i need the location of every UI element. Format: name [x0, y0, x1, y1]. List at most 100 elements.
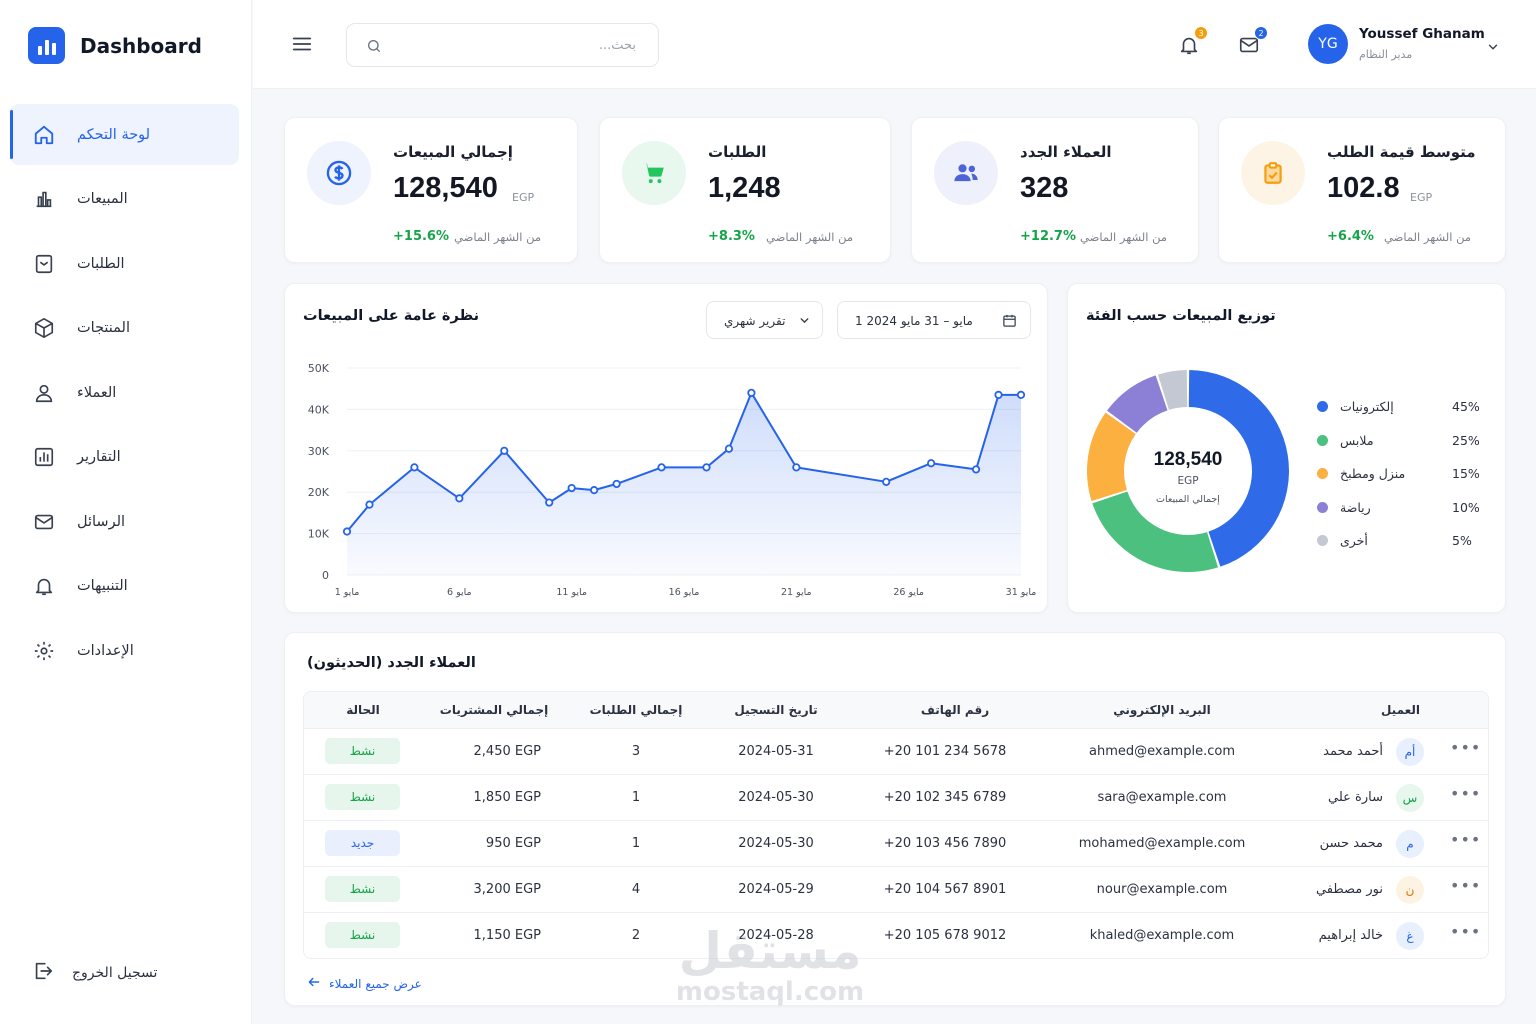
sidebar-item-label: الرسائل: [77, 514, 125, 530]
kpi-change: +6.4%: [1327, 229, 1374, 244]
customer-phone: +20 102 345 6789: [884, 790, 1007, 805]
sidebar-nav: لوحة التحكم المبيعات الطلبات المنتجات ال…: [10, 104, 239, 685]
sidebar-item-label: لوحة التحكم: [77, 127, 150, 143]
table-header: العميل البريد الإلكتروني رقم الهاتف تاري…: [304, 692, 1488, 729]
sidebar-item-messages[interactable]: الرسائل: [10, 491, 239, 552]
search-input[interactable]: [347, 24, 658, 66]
legend-item: أخرى 5%: [1317, 531, 1477, 551]
notifications-button[interactable]: 3: [1178, 34, 1200, 60]
kpi-sub: من الشهر الماضي: [1080, 230, 1167, 244]
donut-center-unit: EGP: [1177, 475, 1198, 487]
col-customer: العميل: [1381, 703, 1420, 717]
more-options-icon[interactable]: •••: [1450, 830, 1481, 849]
data-point: [591, 487, 597, 493]
new-customers-card: العملاء الجدد (الحديثون) العميل البريد ا…: [284, 632, 1506, 1006]
user-menu[interactable]: YG Youssef Ghanam مدير النظام: [1308, 24, 1348, 64]
data-point: [883, 479, 889, 485]
customer-email: mohamed@example.com: [1079, 836, 1246, 851]
gear-icon: [32, 639, 56, 663]
table-row[interactable]: ••• م محمد حسن mohamed@example.com +20 103 4…: [304, 821, 1488, 867]
topbar: 3 2 YG Youssef Ghanam مدير النظام: [253, 0, 1536, 89]
sidebar: Dashboard لوحة التحكم المبيعات الطلبات ا…: [0, 0, 252, 1024]
messages-badge: 2: [1254, 26, 1268, 40]
donut-center-label: إجمالي المبيعات: [1156, 494, 1220, 505]
data-point: [995, 392, 1001, 398]
logout-icon: [32, 960, 54, 986]
hamburger-menu-icon[interactable]: [291, 33, 313, 59]
sidebar-item-dashboard[interactable]: لوحة التحكم: [10, 104, 239, 165]
more-options-icon[interactable]: •••: [1450, 738, 1481, 757]
sales-area: [347, 393, 1021, 575]
x-tick-label: 6 مايو: [447, 587, 472, 598]
kpi-card-avg-order: متوسط قيمة الطلب 102.8 EGP +6.4% من الشه…: [1218, 117, 1506, 263]
sidebar-item-customers[interactable]: العملاء: [10, 362, 239, 423]
more-options-icon[interactable]: •••: [1450, 876, 1481, 895]
cart-icon: [622, 141, 686, 205]
logout-button[interactable]: تسجيل الخروج: [32, 960, 157, 986]
more-options-icon[interactable]: •••: [1450, 784, 1481, 803]
kpi-card-total-sales: إجمالي المبيعات 128,540 EGP +15.6% من ال…: [284, 117, 578, 263]
purchases-total: 2,450 EGP: [474, 744, 541, 759]
view-all-customers-link[interactable]: عرض جميع العملاء: [307, 975, 422, 992]
sidebar-item-settings[interactable]: الإعدادات: [10, 620, 239, 681]
customer-name: نور مصطفي: [1316, 882, 1383, 897]
legend-label: ملابس: [1340, 433, 1374, 448]
kpi-card-orders: الطلبات 1,248 +8.3% من الشهر الماضي: [599, 117, 891, 263]
legend-swatch: [1317, 401, 1328, 412]
table-row[interactable]: ••• أم أحمد محمد ahmed@example.com +20 101 2…: [304, 729, 1488, 775]
sidebar-item-sales[interactable]: المبيعات: [10, 169, 239, 230]
legend-swatch: [1317, 468, 1328, 479]
legend-label: منزل ومطبخ: [1340, 466, 1405, 481]
customer-name: خالد إبراهيم: [1319, 928, 1383, 943]
chevron-down-icon: [1486, 39, 1500, 58]
search-box: [346, 23, 659, 67]
customer-email: khaled@example.com: [1090, 928, 1234, 943]
clipboard-icon: [1241, 141, 1305, 205]
category-donut-chart: 128,540 EGP إجمالي المبيعات: [1068, 284, 1308, 614]
customer-initial-avatar: س: [1396, 784, 1424, 812]
table-row[interactable]: ••• ن نور مصطفي nour@example.com +20 104 567…: [304, 867, 1488, 913]
data-point: [748, 390, 754, 396]
legend-value: 15%: [1452, 466, 1480, 481]
sidebar-item-reports[interactable]: التقارير: [10, 427, 239, 488]
data-point: [726, 446, 732, 452]
table-row[interactable]: ••• غ خالد إبراهيم khaled@example.com +20 10…: [304, 913, 1488, 959]
sidebar-item-notifications[interactable]: التنبيهات: [10, 556, 239, 617]
user-name: Youssef Ghanam: [1359, 26, 1485, 42]
kpi-title: متوسط قيمة الطلب: [1327, 143, 1476, 161]
watermark-arabic: مستقل: [675, 925, 865, 977]
customer-name: أحمد محمد: [1323, 744, 1383, 759]
watermark-latin: mostaql.com: [675, 977, 865, 1007]
y-tick-label: 20K: [308, 486, 330, 499]
kpi-change: +15.6%: [393, 229, 449, 244]
data-point: [703, 464, 709, 470]
logo[interactable]: Dashboard: [28, 27, 202, 64]
data-point: [411, 464, 417, 470]
bell-icon: [1178, 41, 1200, 60]
customer-email: sara@example.com: [1098, 790, 1227, 805]
status-badge: نشط: [325, 876, 400, 902]
x-tick-label: 21 مايو: [781, 587, 812, 598]
sales-overview-card: نظرة عامة على المبيعات تقرير شهري 1 مايو…: [284, 283, 1048, 613]
more-options-icon[interactable]: •••: [1450, 922, 1481, 941]
customer-initial-avatar: م: [1396, 830, 1424, 858]
sidebar-item-orders[interactable]: الطلبات: [10, 233, 239, 294]
dollar-icon: [307, 141, 371, 205]
table-row[interactable]: ••• س سارة علي sara@example.com +20 102 345 …: [304, 775, 1488, 821]
notifications-badge: 3: [1194, 26, 1208, 40]
sidebar-item-label: التنبيهات: [77, 578, 128, 594]
messages-button[interactable]: 2: [1238, 34, 1260, 60]
mail-icon: [1238, 41, 1260, 60]
orders-count: 1: [632, 836, 640, 851]
legend-label: أخرى: [1340, 533, 1368, 548]
data-point: [928, 460, 934, 466]
orders-icon: [32, 252, 56, 276]
mail-icon: [32, 510, 56, 534]
legend-item: منزل ومطبخ 15%: [1317, 464, 1477, 484]
status-badge: نشط: [325, 784, 400, 810]
x-tick-label: 16 مايو: [669, 587, 700, 598]
legend-item: رياضة 10%: [1317, 498, 1477, 518]
sidebar-item-products[interactable]: المنتجات: [10, 298, 239, 359]
customer-initial-avatar: غ: [1396, 922, 1424, 950]
customer-phone: +20 104 567 8901: [884, 882, 1007, 897]
